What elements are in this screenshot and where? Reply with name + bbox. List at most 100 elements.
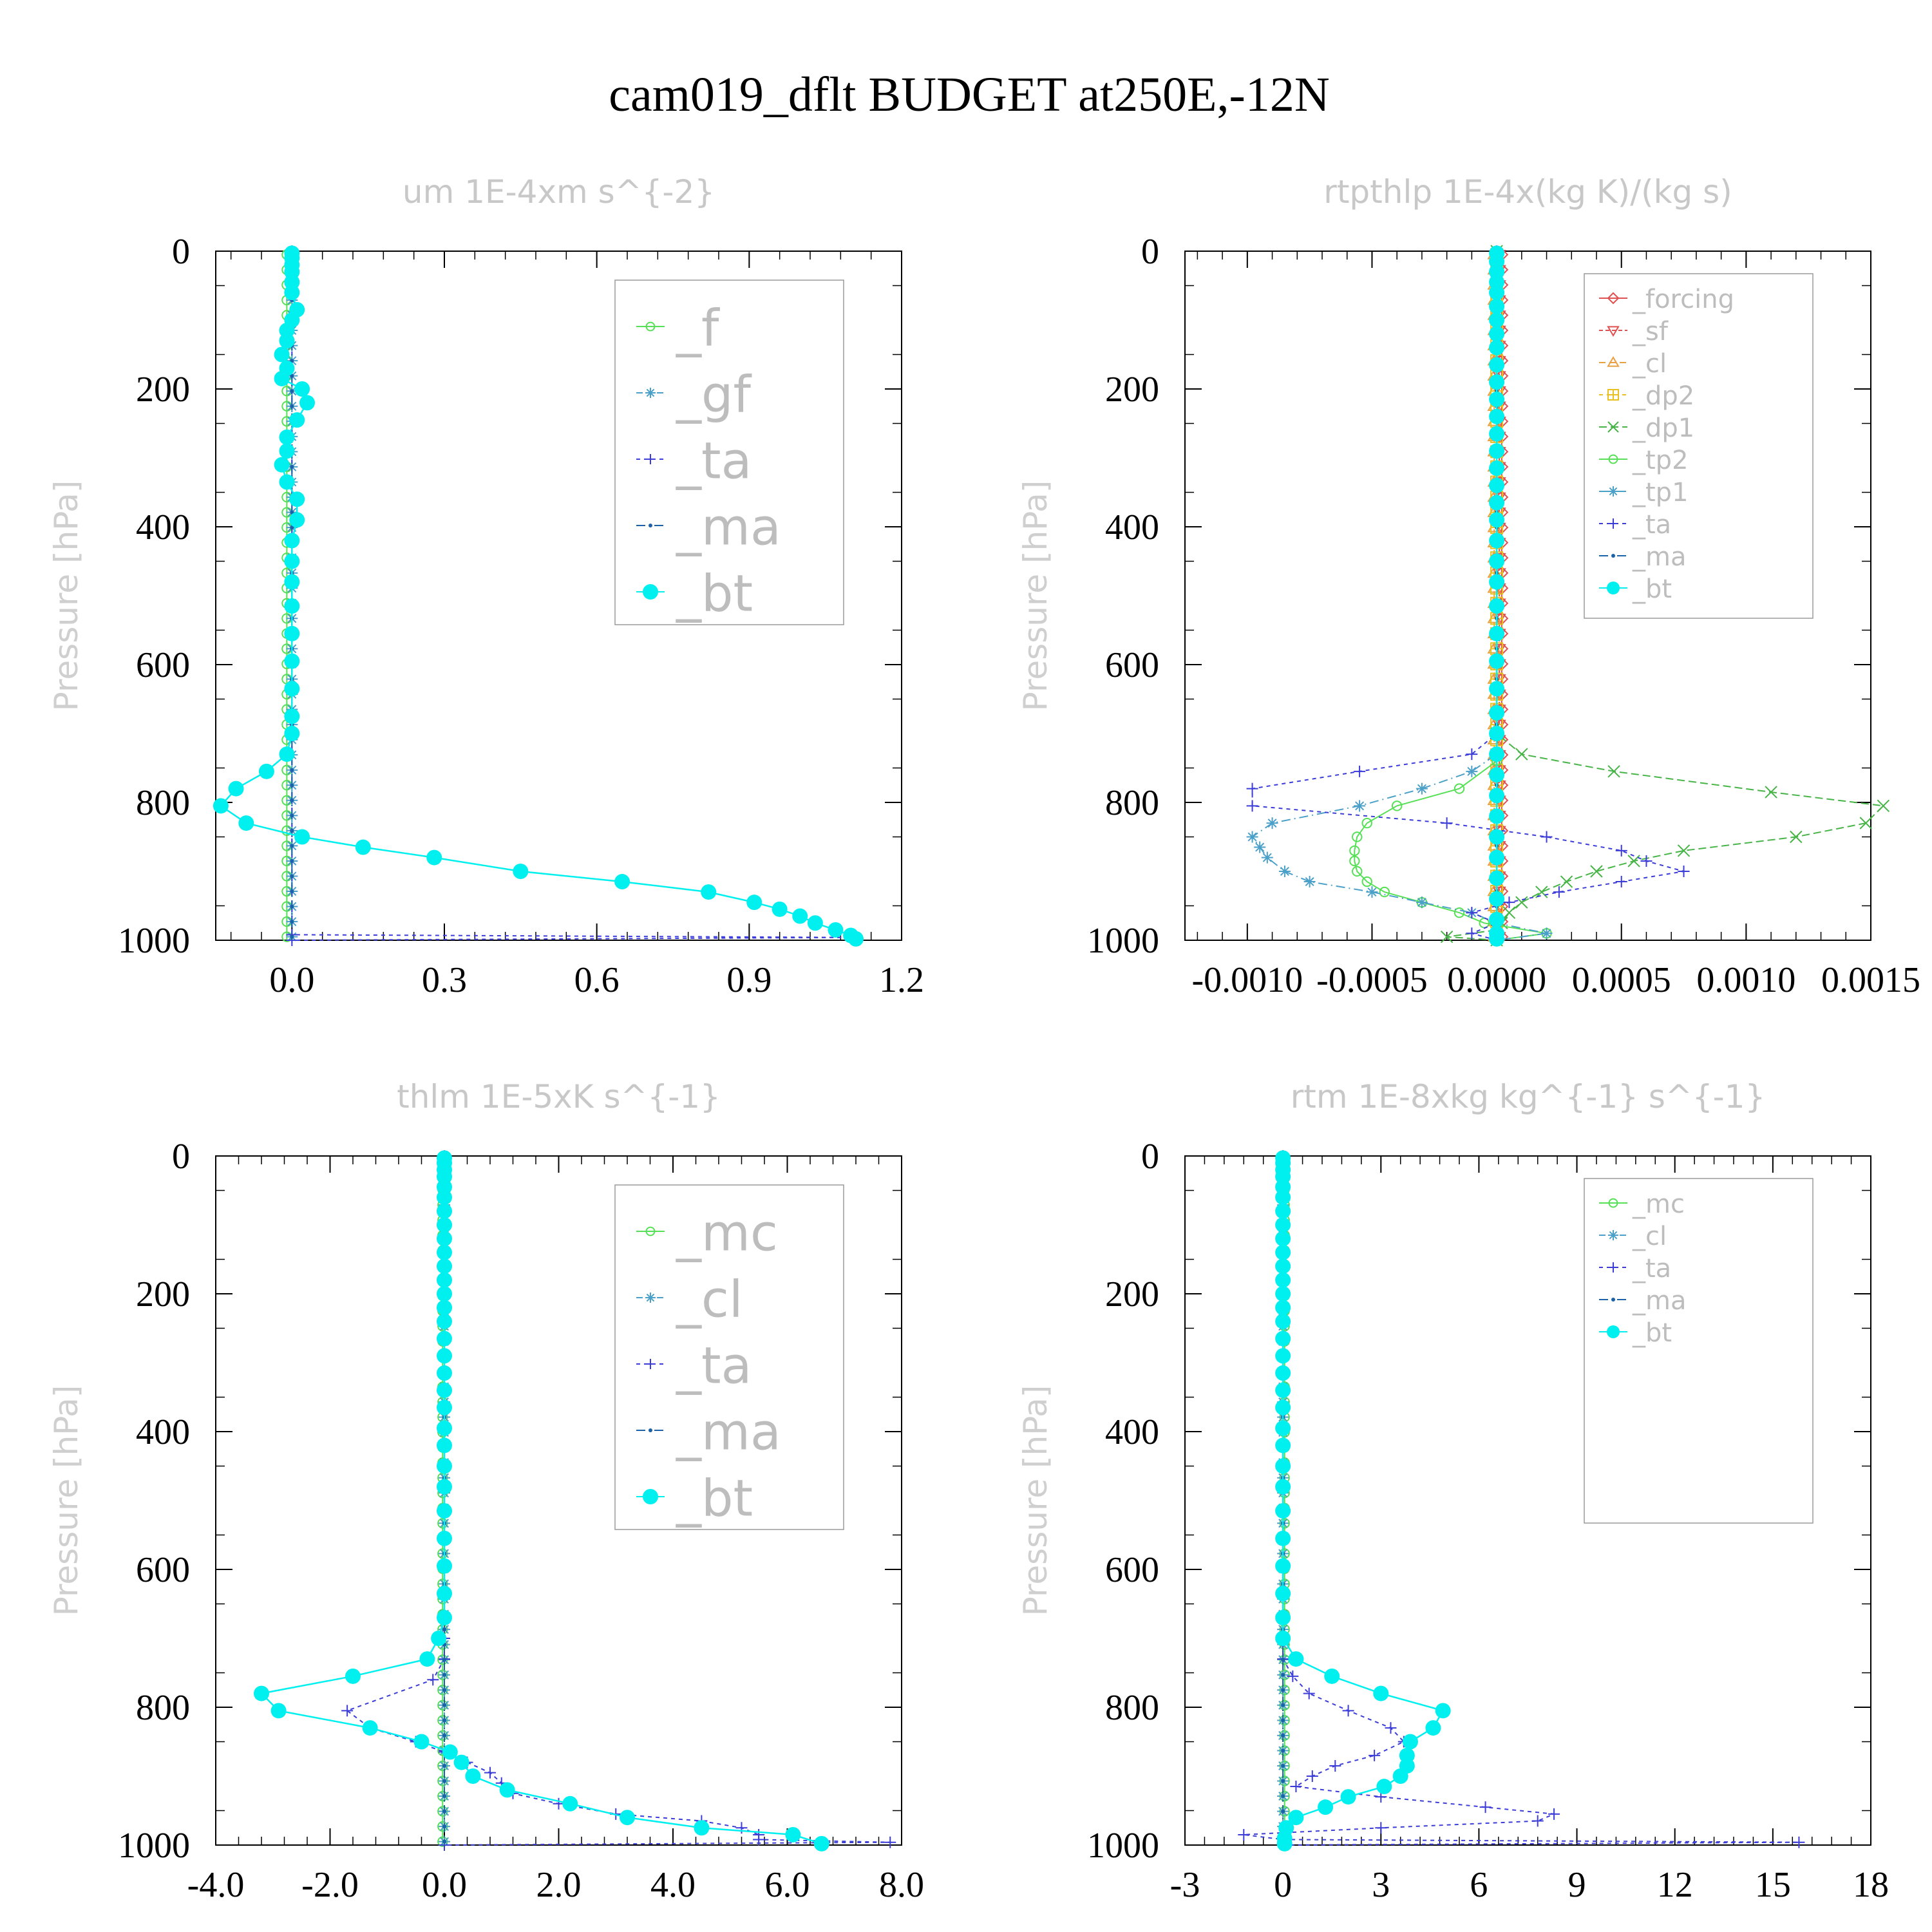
- x-tick-label: 0.0000: [1447, 960, 1546, 1000]
- data-point: [1489, 553, 1505, 569]
- legend-box: [614, 279, 844, 625]
- data-point: [1489, 512, 1505, 528]
- data-point: [290, 526, 294, 530]
- panel-2: rtpthlp 1E-4x(kg K)/(kg s) Pressure [hPa]…: [1017, 173, 1920, 1000]
- y-axis-label: Pressure [hPa]: [48, 480, 85, 712]
- data-point: [1361, 876, 1372, 887]
- data-point: [513, 864, 529, 879]
- plot-frame: [215, 251, 902, 941]
- data-point: [284, 653, 300, 669]
- panel-title: um 1E-4xm s^{-2}: [402, 173, 715, 211]
- data-point: [442, 1658, 446, 1662]
- legend-label: _mc: [1632, 1189, 1685, 1219]
- x-tick-label: 8.0: [879, 1865, 924, 1905]
- data-point: [355, 839, 371, 855]
- data-point: [772, 901, 788, 917]
- data-point: [427, 1674, 439, 1686]
- y-tick-label: 1000: [118, 1826, 190, 1866]
- legend-marker: [645, 388, 656, 398]
- data-point: [1416, 896, 1428, 909]
- data-point: [294, 829, 310, 845]
- data-point: [1489, 312, 1505, 328]
- data-point: [1677, 844, 1690, 857]
- data-point: [1607, 765, 1620, 778]
- data-point: [437, 1609, 452, 1625]
- legend-label: _tp1: [1632, 478, 1689, 507]
- panel-title: thlm 1E-5xK s^{-1}: [397, 1078, 721, 1115]
- data-point: [1329, 1759, 1341, 1772]
- data-point: [813, 1835, 829, 1852]
- y-tick-label: 200: [1105, 370, 1159, 410]
- legend-label: _cl: [676, 1271, 743, 1329]
- legend-marker: [1611, 1298, 1615, 1302]
- data-point: [1489, 726, 1505, 741]
- data-point: [419, 1651, 435, 1667]
- data-point: [442, 1779, 446, 1783]
- data-point: [1266, 817, 1278, 829]
- legend: _forcing _sf _cl_dp2_dp1 _tp2 _tp1 _ta_ma_bt: [1584, 273, 1814, 619]
- data-point: [442, 1672, 446, 1677]
- data-point: [437, 1479, 452, 1495]
- data-point: [279, 474, 295, 490]
- data-point: [442, 1703, 446, 1707]
- data-point: [1416, 782, 1428, 795]
- data-point: [1246, 831, 1258, 843]
- x-tick-label: 0.0: [269, 960, 314, 1000]
- legend-marker: [1608, 518, 1618, 529]
- data-point: [362, 1720, 378, 1736]
- panel-1: um 1E-4xm s^{-2} Pressure [hPa] 0 200 400 600…: [48, 173, 924, 1000]
- data-point: [437, 1458, 452, 1474]
- data-point: [270, 1703, 287, 1719]
- data-point: [1859, 817, 1872, 829]
- data-point: [1275, 1331, 1291, 1347]
- series-line: [346, 1156, 891, 1846]
- legend-label: _tp2: [1632, 446, 1689, 475]
- data-point: [1553, 886, 1565, 898]
- data-point: [484, 1766, 496, 1779]
- data-point: [1306, 1770, 1318, 1782]
- panel-3: thlm 1E-5xK s^{-1} Pressure [hPa] 0 200 400 6…: [48, 1078, 924, 1905]
- y-axis-label: Pressure [hPa]: [1017, 480, 1054, 712]
- data-point: [1318, 1799, 1334, 1815]
- legend-marker: [1608, 454, 1618, 464]
- data-point: [442, 1733, 446, 1738]
- data-point: [1391, 800, 1403, 811]
- data-point: [1275, 1530, 1291, 1546]
- data-point: [437, 1382, 452, 1398]
- data-point: [828, 922, 844, 938]
- data-point: [442, 1794, 446, 1799]
- data-point: [437, 1244, 452, 1260]
- y-tick-label: 600: [1105, 645, 1159, 685]
- legend-label: _ma: [676, 499, 781, 557]
- data-point: [1640, 855, 1653, 867]
- data-point: [1375, 1822, 1387, 1834]
- series-line: [1251, 251, 1684, 941]
- y-tick-label: 400: [1105, 1412, 1159, 1452]
- data-point: [1281, 1672, 1285, 1677]
- data-point: [258, 763, 274, 779]
- x-tick-label: -0.0005: [1316, 960, 1428, 1000]
- y-tick-label: 600: [136, 1550, 190, 1590]
- data-point: [442, 1744, 458, 1760]
- legend-box: [1584, 273, 1814, 619]
- data-point: [1376, 1779, 1392, 1795]
- data-point: [274, 370, 290, 386]
- data-point: [289, 491, 305, 507]
- legend-label: _dp2: [1632, 381, 1694, 411]
- data-point: [1489, 533, 1505, 549]
- data-point: [442, 1763, 446, 1768]
- y-tick-label: 400: [136, 507, 190, 547]
- y-tick-label: 800: [1105, 1688, 1159, 1728]
- data-point: [1440, 930, 1454, 943]
- data-point: [1379, 886, 1390, 898]
- data-point: [437, 1558, 452, 1574]
- data-point: [1489, 339, 1505, 355]
- x-tick-label: -2.0: [301, 1865, 359, 1905]
- data-point: [290, 904, 294, 909]
- data-point: [1402, 1734, 1418, 1750]
- series-line: [1354, 251, 1547, 941]
- data-point: [1288, 1810, 1304, 1826]
- data-point: [1765, 786, 1777, 799]
- data-point: [785, 1826, 801, 1842]
- data-point: [1373, 1685, 1389, 1701]
